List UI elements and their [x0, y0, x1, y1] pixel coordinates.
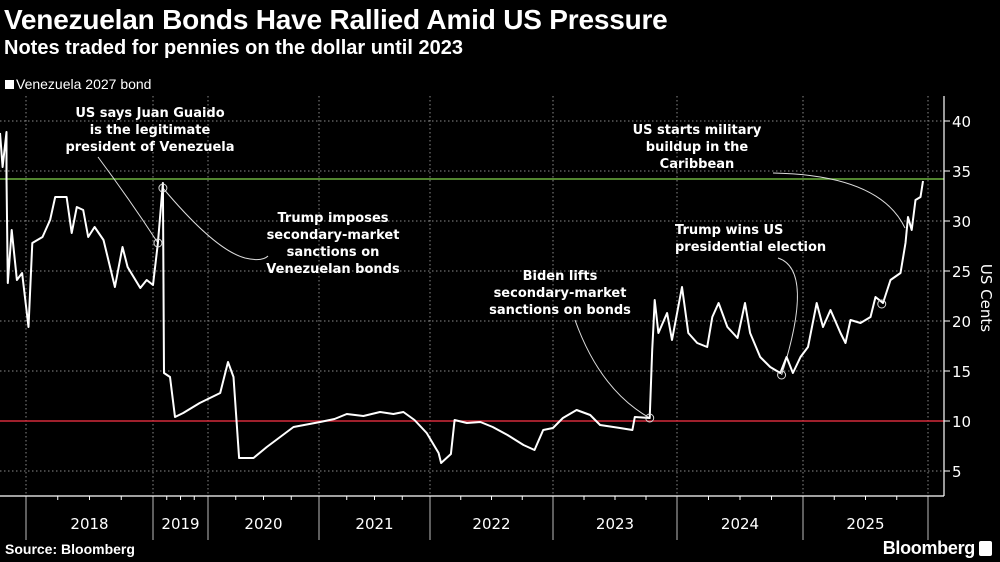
annotation-text: secondary-market	[267, 228, 400, 243]
legend-label: Venezuela 2027 bond	[16, 76, 152, 92]
annotation-marker	[158, 183, 168, 193]
annotation: US starts military buildup in the Caribbea…	[633, 123, 762, 172]
annotation-text: sanctions on bonds	[489, 303, 631, 318]
x-tick-label: 2022	[472, 515, 510, 533]
y-tick-label: 35	[952, 163, 971, 181]
brand-name: Bloomberg	[882, 538, 976, 558]
annotation: Trump imposes secondary-market sanctions o…	[266, 211, 400, 277]
chart-title: Venezuelan Bonds Have Rallied Amid US Pr…	[4, 4, 668, 35]
annotation-marker	[645, 413, 655, 423]
annotation: Biden lifts secondary-market sanctions on …	[489, 269, 631, 318]
x-tick-label: 2023	[596, 515, 634, 533]
annotation-marker	[777, 370, 787, 380]
brand-logo: Bloomberg	[883, 538, 992, 559]
x-tick-label: 2018	[70, 515, 108, 533]
legend-swatch	[5, 79, 14, 89]
series-line-venezuela-2027-bond	[0, 131, 924, 464]
x-tick-label: 2021	[355, 515, 393, 533]
y-tick-label: 40	[952, 113, 971, 131]
y-tick-label: 25	[952, 263, 971, 281]
annotation-text: Biden lifts	[523, 269, 598, 284]
x-tick-label: 2020	[244, 515, 282, 533]
annotations: US says Juan Guaido is the legitimate pres…	[65, 106, 826, 318]
y-tick-label: 5	[952, 463, 962, 481]
annotation-text: Venezuelan bonds	[266, 262, 400, 277]
annotation-leader	[777, 257, 798, 376]
bloomberg-icon	[979, 541, 992, 556]
legend: Venezuela 2027 bond	[5, 76, 151, 92]
y-tick-label: 10	[952, 413, 971, 431]
x-tick-label: 2025	[846, 515, 884, 533]
annotation-text: sanctions on	[287, 245, 380, 260]
y-axis-label: US Cents	[977, 264, 995, 332]
y-tick-label: 30	[952, 213, 971, 231]
annotation-text: presidential election	[675, 240, 826, 255]
annotation-text: Trump wins US	[675, 223, 783, 238]
annotation-markers	[153, 183, 887, 423]
y-tick-label: 20	[952, 313, 971, 331]
annotation-leader	[162, 187, 269, 261]
chart-subtitle: Notes traded for pennies on the dollar u…	[4, 37, 463, 59]
annotation: US says Juan Guaido is the legitimate pres…	[65, 106, 234, 155]
annotation-text: Trump imposes	[277, 211, 388, 226]
series	[0, 131, 924, 464]
x-tick-label: 2019	[161, 515, 199, 533]
annotation-text: is the legitimate	[90, 123, 211, 138]
annotation-text: president of Venezuela	[65, 140, 234, 155]
reference-lines	[0, 178, 944, 422]
annotation-leader	[97, 156, 159, 244]
annotation-leaders	[97, 156, 906, 419]
annotation-marker	[153, 238, 163, 248]
annotation-text: US says Juan Guaido	[75, 106, 224, 121]
annotation-leader	[574, 319, 650, 419]
annotation-marker	[877, 299, 887, 309]
gridlines	[0, 96, 944, 496]
annotation: Trump wins US presidential election	[675, 223, 826, 255]
annotation-text: US starts military	[633, 123, 762, 138]
annotation-text: buildup in the	[646, 140, 749, 155]
annotation-text: Caribbean	[660, 157, 735, 172]
source-note: Source: Bloomberg	[5, 541, 135, 557]
x-tick-label: 2024	[721, 515, 759, 533]
annotation-leader	[772, 172, 906, 229]
y-tick-label: 15	[952, 363, 971, 381]
annotation-text: secondary-market	[494, 286, 627, 301]
